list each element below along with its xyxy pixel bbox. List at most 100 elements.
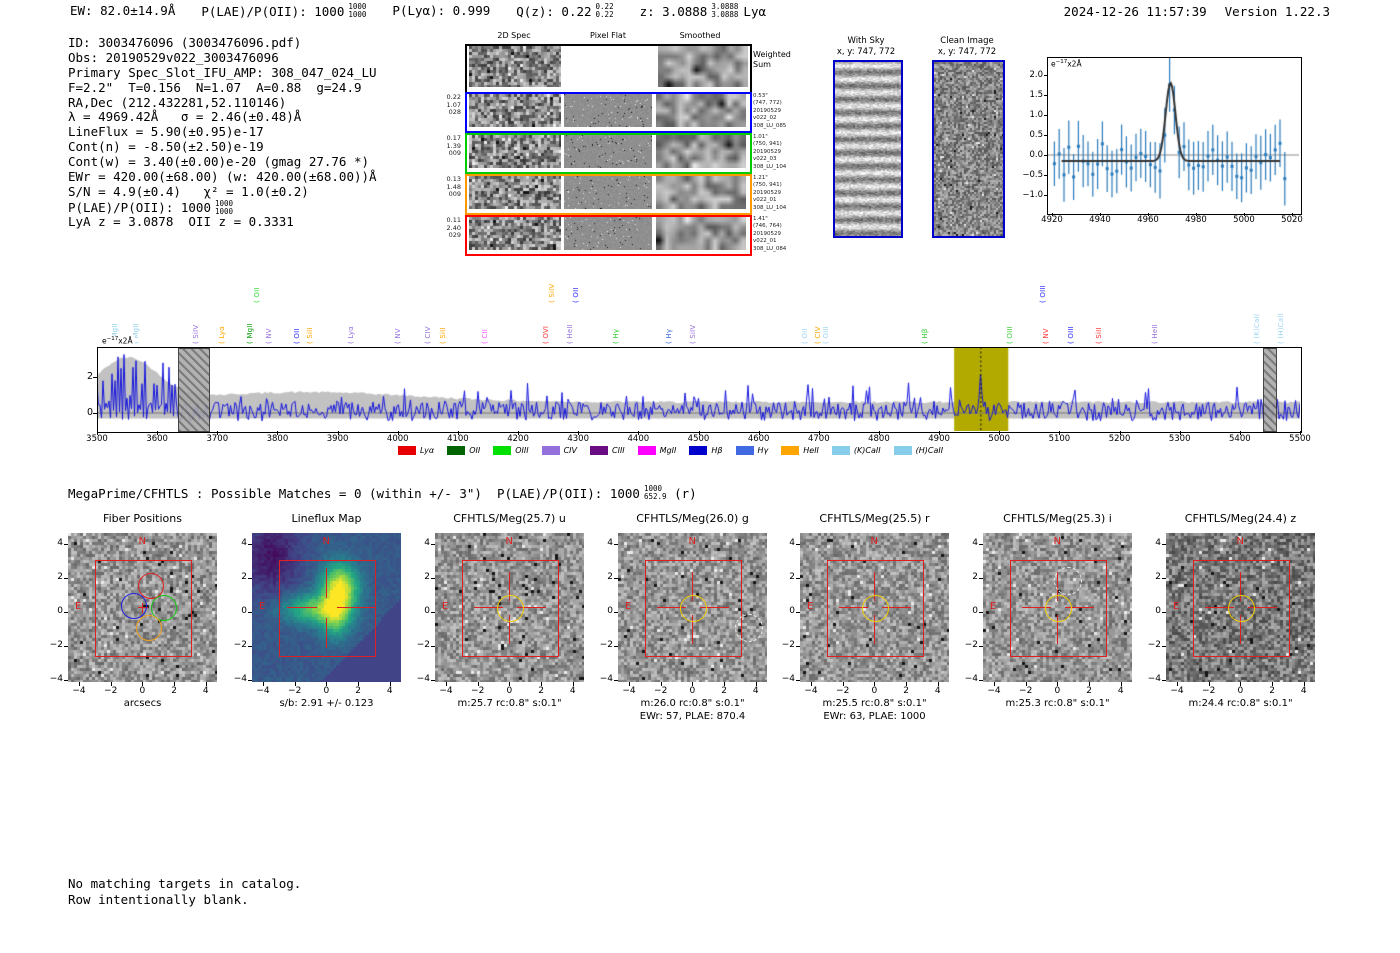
- fiber-circle-red: [138, 573, 164, 599]
- panel-xtick: 2: [903, 686, 909, 696]
- row-right-value: 20190529: [753, 230, 781, 237]
- panel-xtick: 2: [1086, 686, 1092, 696]
- panel-xtick: −4: [987, 686, 1001, 696]
- row-smoothed-image: [656, 176, 746, 209]
- panel-xtickmark: [477, 682, 479, 686]
- panel-xtick: −2: [104, 686, 118, 696]
- inset-ytickmark: [1044, 95, 1047, 96]
- spectral-line-label: ( OII: [292, 328, 301, 344]
- cutout-title-line: Clean Image: [940, 36, 994, 46]
- inset-ytick: 1.0: [1029, 110, 1043, 120]
- info-line-12: LyA z = 3.0878 OII z = 0.3331: [68, 213, 294, 229]
- panel-title: Fiber Positions: [103, 512, 182, 525]
- fiber-cutout-row-4: [465, 215, 752, 256]
- panel-xtick: 4: [202, 686, 209, 696]
- weighted-sum-text: Sum: [753, 59, 771, 69]
- legend-label: Hγ: [757, 446, 769, 455]
- report-datetime: 2024-12-26 11:57:39: [1063, 4, 1207, 19]
- row-smoothed-image: [656, 135, 746, 168]
- info-line-5: λ = 4969.42Å σ = 2.46(±0.48)Å: [68, 109, 302, 125]
- inset-xtickmark: [1052, 213, 1053, 216]
- legend-swatch: [689, 446, 708, 455]
- panel-ytickmark: [431, 645, 435, 647]
- spectrum-xtick: 3500: [86, 434, 108, 444]
- panel-title: Lineflux Map: [291, 512, 362, 525]
- row-right-value: 1.41": [753, 216, 768, 222]
- panel-xtickmark: [1240, 682, 1242, 686]
- row-left-value: 1.48: [446, 182, 461, 191]
- info-line-7: Cont(n) = -8.50(±2.50)e-19: [68, 139, 264, 155]
- inset-ytick: −0.5: [1022, 170, 1043, 180]
- spectral-line-label: ( Hγ: [664, 328, 673, 344]
- aperture-circle: [861, 594, 890, 623]
- spectral-line-label: ( OII: [572, 287, 581, 303]
- row-right-value: 20190529: [753, 148, 781, 155]
- inset-ytick: 1.5: [1029, 90, 1043, 100]
- inset-frame: [1047, 57, 1302, 215]
- panel-ytick: 0: [1155, 605, 1161, 616]
- panel-ytickmark: [796, 611, 800, 613]
- panel-ytick: −4: [781, 673, 795, 684]
- spectrum-xtick: 4500: [687, 434, 710, 444]
- extraction-box: [1010, 560, 1107, 657]
- spectral-line-label: ( SiIV: [688, 324, 697, 344]
- legend-item: Lyα: [398, 446, 434, 455]
- inset-ytickmark: [1044, 155, 1047, 156]
- compass-east-label: E: [625, 600, 632, 612]
- inset-ytickmark: [1044, 195, 1047, 196]
- cutout-subtitle-line: x, y: 747, 772: [937, 46, 997, 57]
- info-line-3: F=2.2" T=0.156 N=1.07 A=0.88 g=24.9: [68, 79, 362, 95]
- weighted-sum-row: [465, 44, 752, 94]
- panel-caption1: arcsecs: [123, 698, 162, 709]
- panel-xtickmark: [174, 682, 176, 686]
- panel-ytick: 4: [241, 538, 247, 548]
- panel-xtickmark: [1057, 682, 1059, 686]
- info-line-0: ID: 3003476096 (3003476096.pdf): [68, 35, 302, 50]
- spec2d-col-title: 2D Spec: [497, 31, 531, 40]
- inset-ytickmark: [1044, 175, 1047, 176]
- info-line-1: Obs: 20190529v022_3003476096: [68, 49, 279, 65]
- legend-label: (K)CaII: [853, 446, 881, 455]
- panel-ytickmark: [248, 544, 252, 545]
- panel-xtick: −4: [256, 686, 270, 696]
- panel-ytickmark: [614, 679, 618, 681]
- panel-xtick: −2: [836, 686, 850, 696]
- footer-line-2: Row intentionally blank.: [68, 891, 249, 907]
- spectral-line-label: ( OII: [253, 287, 262, 303]
- panel-xtick: 4: [1117, 686, 1124, 696]
- extraction-box: [645, 560, 742, 657]
- row-2dspec-image: [469, 94, 561, 127]
- panel-ytick: −4: [233, 673, 247, 684]
- crosshair-right: [881, 606, 911, 609]
- row-right-value: 308_LU_104: [753, 204, 787, 211]
- row-left-labels: 0.22 1.07 028: [425, 93, 461, 117]
- panel-image: [252, 533, 401, 682]
- panel-xtickmark: [263, 682, 264, 686]
- panel-caption2: EWr: 57, PLAE: 870.4: [639, 711, 746, 722]
- extraction-box: [462, 560, 559, 657]
- inset-xtickmark: [1196, 213, 1197, 216]
- spectrum-xtickmark: [97, 431, 98, 435]
- row-left-value: 0.22: [446, 93, 461, 101]
- panel-ytickmark: [1162, 645, 1166, 647]
- panel-ytick: 0: [57, 605, 63, 616]
- with-sky-cutout: [833, 60, 903, 238]
- panel-xtick: 2: [538, 686, 544, 696]
- frac-hi: 1000: [215, 198, 234, 208]
- aperture-circle: [679, 594, 708, 623]
- panel-ytick: 2: [607, 571, 613, 582]
- spectrum-ytick: 0: [86, 407, 93, 418]
- panel-ytickmark: [796, 645, 800, 647]
- panel-ytickmark: [1162, 679, 1166, 681]
- legend-swatch: [398, 446, 416, 455]
- compass-east-label: E: [259, 600, 266, 612]
- crosshair-down: [325, 617, 328, 648]
- panel-xtickmark: [446, 682, 447, 686]
- panel-ytick: 0: [972, 605, 978, 616]
- spectrum-xtick: 5400: [1229, 434, 1251, 444]
- crosshair-left: [1204, 606, 1234, 609]
- spectrum-xtick: 3800: [266, 434, 289, 444]
- spectral-line-label: ( SiIV: [548, 283, 557, 303]
- spectrum-xtick: 3700: [206, 434, 229, 444]
- compass-east-label: E: [807, 600, 814, 612]
